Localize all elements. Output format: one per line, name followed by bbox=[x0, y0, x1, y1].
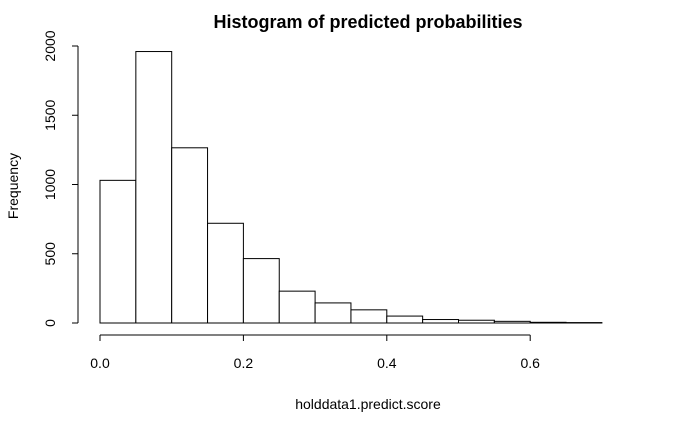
histogram-bar-6 bbox=[314, 302, 352, 324]
histogram-bar-4 bbox=[242, 258, 280, 324]
histogram-bar-5 bbox=[278, 290, 316, 324]
x-tick-label-3: 0.6 bbox=[520, 355, 540, 371]
x-tick-label-2: 0.4 bbox=[377, 355, 397, 371]
histogram-bar-9 bbox=[422, 319, 459, 324]
histogram-bar-1 bbox=[135, 51, 173, 324]
x-tick-label-1: 0.2 bbox=[234, 355, 254, 371]
x-axis: 0.0 0.2 0.4 0.6 bbox=[90, 334, 540, 371]
histogram-bar-12 bbox=[529, 321, 567, 324]
x-tick-label-0: 0.0 bbox=[90, 355, 110, 371]
histogram-bar-7 bbox=[350, 309, 388, 324]
x-axis-label: holddata1.predict.score bbox=[295, 396, 441, 412]
y-axis: 0 500 1000 1500 2000 bbox=[42, 30, 79, 327]
y-tick-label-2: 1000 bbox=[42, 169, 58, 200]
histogram-bar-3 bbox=[207, 222, 244, 324]
histogram-bar-11 bbox=[493, 320, 531, 324]
y-tick-label-4: 2000 bbox=[42, 30, 58, 61]
chart-title: Histogram of predicted probabilities bbox=[213, 12, 522, 32]
y-tick-label-3: 1500 bbox=[42, 99, 58, 130]
y-axis-label: Frequency bbox=[5, 153, 21, 219]
histogram-bar-0 bbox=[99, 179, 137, 324]
histogram-bar-10 bbox=[458, 319, 495, 324]
y-tick-label-1: 500 bbox=[42, 242, 58, 266]
bars-group bbox=[99, 51, 603, 324]
histogram-bar-2 bbox=[171, 147, 209, 324]
histogram-bar-8 bbox=[386, 315, 424, 324]
y-tick-label-0: 0 bbox=[42, 319, 58, 327]
